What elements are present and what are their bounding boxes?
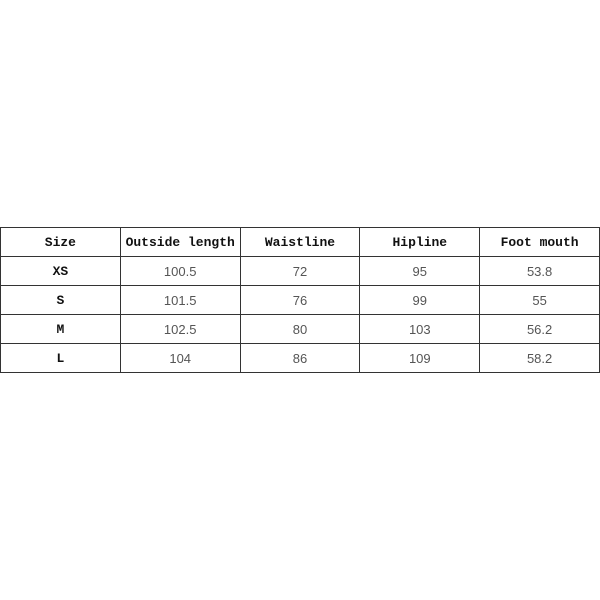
value-cell: 76 — [239, 285, 361, 315]
value-cell: 72 — [239, 256, 361, 286]
value-cell: 80 — [239, 314, 361, 344]
value-cell: 100.5 — [119, 256, 241, 286]
value-cell: 86 — [239, 343, 361, 373]
value-cell: 56.2 — [479, 314, 600, 344]
size-cell: XS — [0, 256, 121, 286]
header-row: Size Outside length Waistline Hipline Fo… — [0, 227, 600, 257]
table-row: S 101.5 76 99 55 — [0, 285, 600, 315]
value-cell: 55 — [479, 285, 600, 315]
value-cell: 104 — [119, 343, 241, 373]
header-size: Size — [0, 227, 121, 257]
header-outside-length: Outside length — [119, 227, 241, 257]
size-cell: S — [0, 285, 121, 315]
value-cell: 58.2 — [479, 343, 600, 373]
header-foot-mouth: Foot mouth — [479, 227, 600, 257]
value-cell: 102.5 — [119, 314, 241, 344]
value-cell: 99 — [359, 285, 481, 315]
value-cell: 109 — [359, 343, 481, 373]
value-cell: 53.8 — [479, 256, 600, 286]
table-row: XS 100.5 72 95 53.8 — [0, 256, 600, 286]
value-cell: 103 — [359, 314, 481, 344]
header-hipline: Hipline — [359, 227, 481, 257]
size-cell: M — [0, 314, 121, 344]
value-cell: 101.5 — [119, 285, 241, 315]
size-cell: L — [0, 343, 121, 373]
size-chart-table: Size Outside length Waistline Hipline Fo… — [0, 227, 600, 373]
header-waistline: Waistline — [239, 227, 361, 257]
table-row: M 102.5 80 103 56.2 — [0, 314, 600, 344]
table-row: L 104 86 109 58.2 — [0, 343, 600, 373]
value-cell: 95 — [359, 256, 481, 286]
